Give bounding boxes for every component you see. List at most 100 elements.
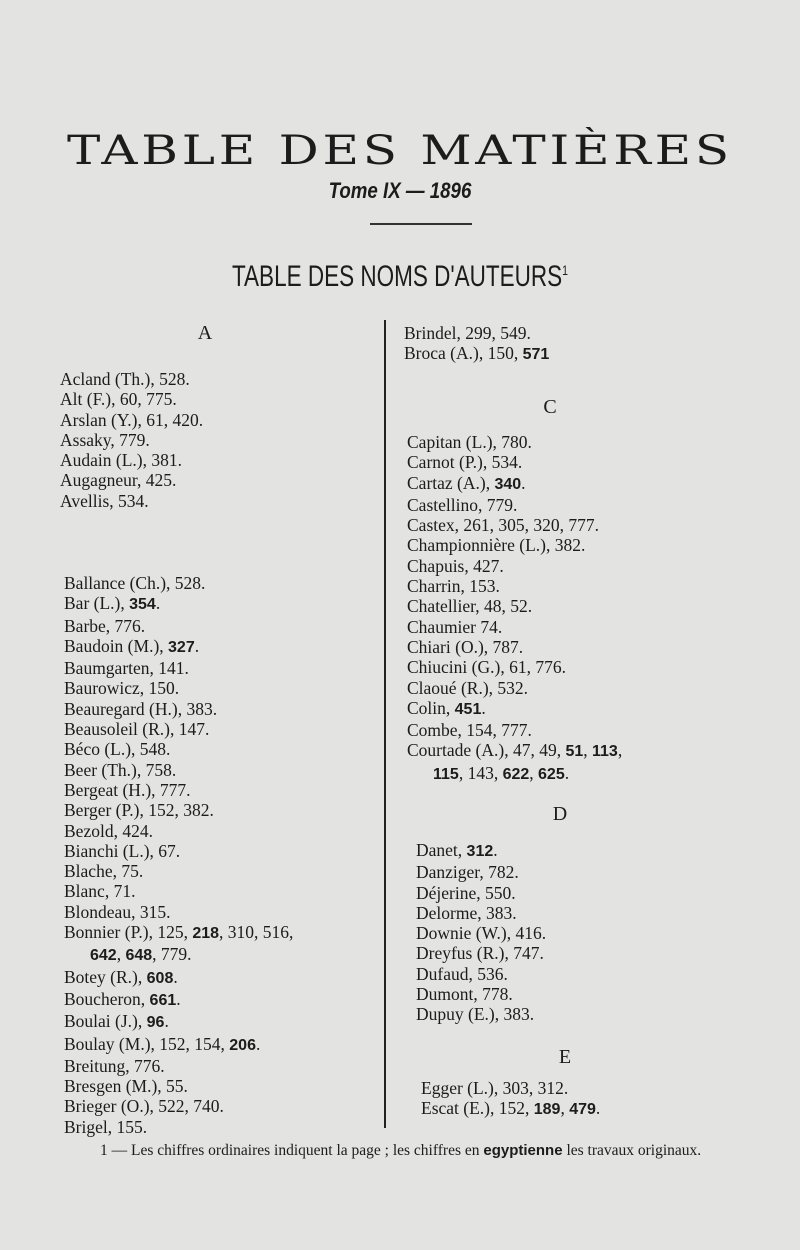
author-entry: Beauregard (H.), 383.: [64, 699, 293, 719]
author-entry: Championnière (L.), 382.: [407, 535, 622, 555]
entry-text: Chatellier, 48, 52.: [407, 596, 533, 617]
section-title-text: TABLE DES NOMS D'AUTEURS: [231, 260, 563, 293]
letter-heading-d: D: [552, 803, 568, 825]
author-entry: Audain (L.), 381.: [60, 450, 203, 470]
entry-text: Baudoin (M.),: [64, 635, 169, 656]
entry-text: ,: [560, 1098, 570, 1119]
footnote-number: 1: [100, 1142, 108, 1159]
original-work-page-ref: 571: [522, 346, 550, 364]
entry-text: Beauregard (H.), 383.: [64, 698, 218, 719]
entry-text: Baumgarten, 141.: [64, 658, 189, 679]
entry-text: Delorme, 383.: [416, 902, 517, 923]
author-entry: Chiari (O.), 787.: [407, 637, 622, 657]
entry-text: Béco (L.), 548.: [64, 739, 171, 760]
entry-text: Alt (F.), 60, 775.: [60, 389, 177, 410]
author-entry: Boucheron, 661.: [64, 989, 293, 1011]
author-entry: Dupuy (E.), 383.: [416, 1004, 546, 1024]
author-entry: Bergeat (H.), 777.: [64, 780, 293, 800]
author-entry: Brieger (O.), 522, 740.: [64, 1096, 293, 1116]
entry-text: Berger (P.), 152, 382.: [64, 800, 214, 821]
entry-text: Escat (E.), 152,: [421, 1098, 534, 1119]
original-work-page-ref: 354: [129, 596, 156, 614]
original-work-page-ref: 115: [433, 765, 459, 783]
author-entry: Broca (A.), 150, 571: [404, 343, 549, 365]
entry-text: Boulay (M.), 152, 154,: [64, 1033, 230, 1054]
footnote-text-end: les travaux originaux.: [562, 1142, 702, 1159]
author-list-b-right: Brindel, 299, 549. Broca (A.), 150, 571: [404, 323, 549, 366]
entry-text: .: [176, 988, 181, 1009]
entry-text: .: [595, 1098, 601, 1119]
author-entry: Charrin, 153.: [407, 576, 622, 596]
entry-text: Bresgen (M.), 55.: [64, 1076, 188, 1097]
author-entry: Beausoleil (R.), 147.: [64, 719, 293, 739]
author-entry: Ballance (Ch.), 528.: [64, 573, 293, 593]
entry-text: Chiari (O.), 787.: [407, 636, 524, 657]
author-entry: Botey (R.), 608.: [64, 967, 293, 989]
entry-text: Botey (R.),: [64, 966, 147, 987]
letter-heading-e: E: [558, 1046, 572, 1068]
letter-heading-a: A: [197, 322, 213, 344]
entry-text: Assaky, 779.: [60, 429, 150, 450]
entry-text: Championnière (L.), 382.: [407, 535, 586, 556]
footnote-text: — Les chiffres ordinaires indiquent la p…: [107, 1142, 484, 1159]
entry-text: , 310, 516,: [219, 922, 294, 943]
author-entry: Baumgarten, 141.: [64, 658, 293, 678]
author-entry: Bonnier (P.), 125, 218, 310, 516,: [64, 922, 293, 944]
entry-text: ,: [116, 944, 126, 965]
entry-text: Bonnier (P.), 125,: [64, 922, 193, 943]
entry-text: Danet,: [416, 840, 467, 860]
author-entry: Danet, 312.: [416, 840, 546, 862]
author-entry: Bezold, 424.: [64, 821, 293, 841]
entry-text: , 779.: [152, 944, 192, 965]
entry-text: .: [164, 1011, 169, 1032]
footnote: 1 — Les chiffres ordinaires indiquent la…: [100, 1140, 750, 1161]
entry-text: Castex, 261, 305, 320, 777.: [407, 515, 600, 536]
author-entry: Bianchi (L.), 67.: [64, 841, 293, 861]
author-list-e: Egger (L.), 303, 312. Escat (E.), 152, 18…: [421, 1078, 600, 1121]
author-list-a: Acland (Th.), 528. Alt (F.), 60, 775. Arsl…: [60, 369, 203, 511]
entry-text: Acland (Th.), 528.: [60, 369, 190, 389]
entry-text: .: [255, 1033, 261, 1054]
entry-text: Bianchi (L.), 67.: [64, 840, 181, 861]
original-work-page-ref: 642: [90, 947, 117, 965]
entry-text: Blache, 75.: [64, 861, 144, 882]
author-entry: Boulay (M.), 152, 154, 206.: [64, 1034, 293, 1056]
author-entry: Arslan (Y.), 61, 420.: [60, 410, 203, 430]
original-work-page-ref: 661: [149, 991, 177, 1009]
author-entry: Avellis, 534.: [60, 491, 203, 511]
entry-text: Brieger (O.), 522, 740.: [64, 1096, 224, 1117]
author-entry: Claoué (R.), 532.: [407, 678, 622, 698]
author-entry: Blondeau, 315.: [64, 902, 293, 922]
original-work-page-ref: 312: [466, 843, 494, 860]
author-entry: Bresgen (M.), 55.: [64, 1076, 293, 1096]
author-entry: Blanc, 71.: [64, 881, 293, 901]
entry-text: Danziger, 782.: [416, 862, 519, 883]
author-entry: Danziger, 782.: [416, 862, 546, 882]
original-work-page-ref: 218: [192, 925, 220, 943]
author-entry: Bar (L.), 354.: [64, 593, 293, 615]
page-title: TABLE DES MATIÈRES: [67, 128, 733, 174]
entry-text: Charrin, 153.: [407, 576, 500, 597]
author-entry-continuation: 642, 648, 779.: [64, 944, 293, 966]
author-entry: Déjerine, 550.: [416, 883, 546, 903]
author-entry: Castex, 261, 305, 320, 777.: [407, 515, 622, 535]
author-entry: Acland (Th.), 528.: [60, 369, 203, 389]
entry-text: Beausoleil (R.), 147.: [64, 719, 210, 740]
author-entry: Baudoin (M.), 327.: [64, 636, 293, 658]
entry-text: Brigel, 155.: [64, 1116, 148, 1137]
entry-text: ,: [617, 740, 623, 761]
entry-text: Blanc, 71.: [64, 881, 136, 902]
author-entry: Brindel, 299, 549.: [404, 323, 549, 343]
author-list-d: Danet, 312. Danziger, 782. Déjerine, 550. D…: [416, 840, 546, 1025]
author-entry: Colin, 451.: [407, 698, 622, 720]
author-list-c: Capitan (L.), 780. Carnot (P.), 534. Carta…: [407, 432, 622, 785]
entry-text: Boulai (J.),: [64, 1011, 147, 1032]
author-entry: Blache, 75.: [64, 861, 293, 881]
original-work-page-ref: 340: [494, 475, 522, 493]
author-entry: Chapuis, 427.: [407, 556, 622, 576]
original-work-page-ref: 479: [569, 1101, 596, 1119]
entry-text: .: [521, 472, 526, 493]
entry-text: Colin,: [407, 697, 455, 718]
entry-text: Downie (W.), 416.: [416, 923, 547, 944]
entry-text: Egger (L.), 303, 312.: [421, 1078, 569, 1098]
